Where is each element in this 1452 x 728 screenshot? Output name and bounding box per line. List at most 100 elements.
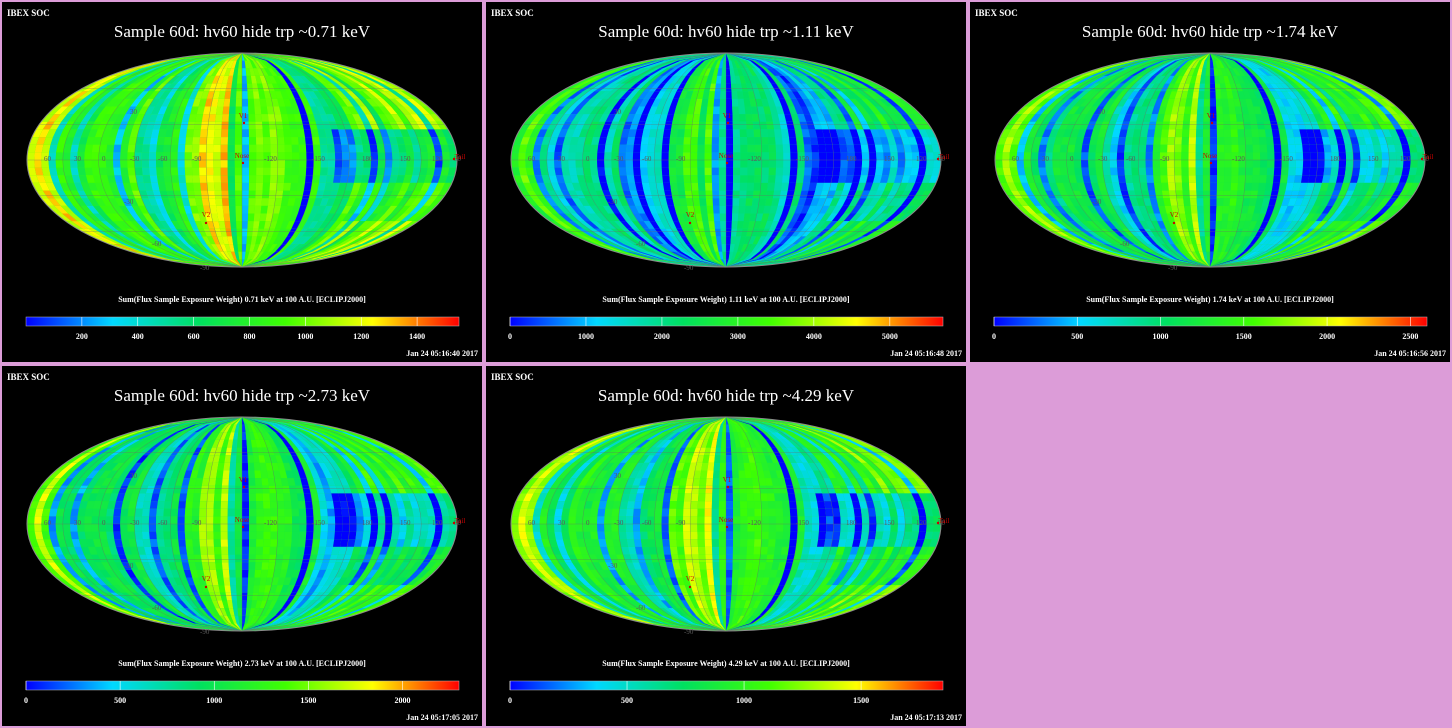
lon-tick-label: 150: [400, 155, 411, 163]
lon-tick-label: -60: [642, 519, 652, 527]
lon-tick-label: 120: [916, 519, 927, 527]
skymap-figure: 60 30 0 -30 -60 -90 -120 -150 180 150 120 90 30 -30 -6…: [508, 52, 949, 341]
lon-tick-label: 0: [102, 519, 106, 527]
soc-label: IBEX SOC: [7, 8, 50, 18]
panel-title: Sample 60d: hv60 hide trp ~4.29 keV: [597, 386, 855, 405]
timestamp: Jan 24 05:17:05 2017: [406, 713, 478, 722]
lon-tick-label: 90: [938, 519, 946, 527]
colorbar-tick-label: 200: [76, 332, 88, 341]
marker-nose-label: Nose: [235, 516, 249, 524]
lon-tick-label: -150: [796, 519, 809, 527]
lat-tick-label: -30: [608, 562, 618, 570]
lon-tick-label: -150: [796, 155, 809, 163]
lon-tick-label: 120: [1400, 155, 1411, 163]
lon-tick-label: 180: [1330, 155, 1341, 163]
lon-tick-label: 180: [362, 519, 373, 527]
lat-tick-label: 30: [130, 108, 138, 116]
skymap-figure: 60 30 0 -30 -60 -90 -120 -150 180 150 120 90 30 -30 -6…: [992, 52, 1433, 341]
mollweide-map: 60 30 0 -30 -60 -90 -120 -150 180 150 120 90 30 -30 -6…: [26, 416, 465, 636]
lon-tick-label: 180: [846, 519, 857, 527]
lon-tick-label: 0: [586, 155, 590, 163]
marker-tail-point: [452, 157, 456, 161]
marker-v2-label: V2: [202, 575, 211, 583]
lon-tick-label: 60: [1012, 155, 1020, 163]
colorbar-tick-label: 1000: [206, 696, 222, 705]
lat-tick-label: -90: [684, 264, 694, 272]
lat-tick-label: 30: [614, 472, 622, 480]
colorbar-label: Sum(Flux Sample Exposure Weight) 1.11 ke…: [602, 295, 850, 304]
skymap-panel-4: IBEX SOC Sample 60d: hv60 hide trp ~2.73…: [2, 366, 482, 726]
colorbar-tick-label: 2500: [1402, 332, 1418, 341]
colorbar: 0 500 1000 1500: [508, 680, 944, 705]
timestamp: Jan 24 05:16:40 2017: [406, 349, 478, 358]
marker-v2-label: V2: [686, 575, 695, 583]
panel-title: Sample 60d: hv60 hide trp ~0.71 keV: [113, 22, 371, 41]
panel-title: Sample 60d: hv60 hide trp ~1.74 keV: [1081, 22, 1339, 41]
lon-tick-label: 180: [362, 155, 373, 163]
lon-tick-label: 120: [916, 155, 927, 163]
lon-tick-label: 150: [884, 519, 895, 527]
marker-nose-label: Nose: [1203, 152, 1217, 160]
marker-tail-point: [936, 521, 940, 525]
marker-v1-point: [726, 485, 730, 489]
panel-title: Sample 60d: hv60 hide trp ~2.73 keV: [113, 386, 371, 405]
colorbar-gradient: [25, 316, 460, 327]
colorbar-tick-label: 500: [621, 696, 633, 705]
soc-label: IBEX SOC: [491, 372, 534, 382]
mollweide-map: 60 30 0 -30 -60 -90 -120 -150 180 150 120 90 30 -30 -6…: [510, 52, 949, 272]
lon-tick-label: 30: [74, 155, 82, 163]
marker-v1-label: V1: [1207, 112, 1216, 120]
lat-tick-label: -60: [1120, 240, 1130, 248]
lon-tick-label: -150: [312, 519, 325, 527]
lon-tick-label: 60: [44, 155, 52, 163]
lon-tick-label: 0: [586, 519, 590, 527]
marker-v2-label: V2: [1170, 211, 1179, 219]
lon-tick-label: -90: [192, 155, 202, 163]
colorbar-tick-label: 2000: [395, 696, 411, 705]
colorbar: 0 1000 2000 3000 4000 5000: [508, 316, 944, 341]
colorbar-gradient: [509, 680, 944, 691]
lon-tick-label: -30: [614, 519, 624, 527]
lat-tick-label: -90: [200, 264, 210, 272]
marker-nose-point: [725, 161, 729, 165]
marker-nose-label: Nose: [719, 516, 733, 524]
lon-tick-label: -30: [1098, 155, 1108, 163]
timestamp: Jan 24 05:16:48 2017: [890, 349, 962, 358]
lon-tick-label: -30: [614, 155, 624, 163]
lat-tick-label: -30: [124, 198, 134, 206]
marker-nose-point: [241, 525, 245, 529]
marker-nose-point: [725, 525, 729, 529]
marker-nose-label: Nose: [235, 152, 249, 160]
lon-tick-label: -90: [1160, 155, 1170, 163]
marker-tail-point: [452, 521, 456, 525]
colorbar-tick-label: 0: [508, 332, 512, 341]
lon-tick-label: -60: [1126, 155, 1136, 163]
marker-v2-point: [688, 585, 692, 589]
marker-v1-label: V1: [239, 476, 248, 484]
colorbar: 0 500 1000 1500 2000 2500: [992, 316, 1428, 341]
lon-tick-label: 30: [558, 155, 566, 163]
lon-tick-label: 60: [44, 519, 52, 527]
skymap-figure: 60 30 0 -30 -60 -90 -120 -150 180 150 120 90 30 -30 -6…: [24, 416, 465, 705]
lon-tick-label: -90: [192, 519, 202, 527]
lon-tick-label: -120: [1232, 155, 1245, 163]
colorbar-tick-label: 5000: [882, 332, 898, 341]
skymap-panel-2: IBEX SOC Sample 60d: hv60 hide trp ~1.11…: [486, 2, 966, 362]
lat-tick-label: -90: [1168, 264, 1178, 272]
lon-tick-label: 90: [454, 519, 462, 527]
marker-v1-label: V1: [723, 476, 732, 484]
lon-tick-label: 30: [1042, 155, 1050, 163]
lon-tick-label: 120: [432, 519, 443, 527]
marker-tail-point: [1420, 157, 1424, 161]
lon-tick-label: -120: [748, 155, 761, 163]
colorbar-gradient: [993, 316, 1428, 327]
lon-tick-label: -90: [676, 519, 686, 527]
colorbar-tick-label: 2000: [1319, 332, 1335, 341]
mollweide-map: 60 30 0 -30 -60 -90 -120 -150 180 150 120 90 30 -30 -6…: [994, 52, 1433, 272]
colorbar-tick-label: 400: [132, 332, 144, 341]
lon-tick-label: 180: [846, 155, 857, 163]
colorbar-tick-label: 500: [114, 696, 126, 705]
lon-tick-label: -90: [676, 155, 686, 163]
mollweide-map: 60 30 0 -30 -60 -90 -120 -150 180 150 120 90 30 -30 -6…: [510, 416, 949, 636]
colorbar: 0 500 1000 1500 2000: [24, 680, 460, 705]
